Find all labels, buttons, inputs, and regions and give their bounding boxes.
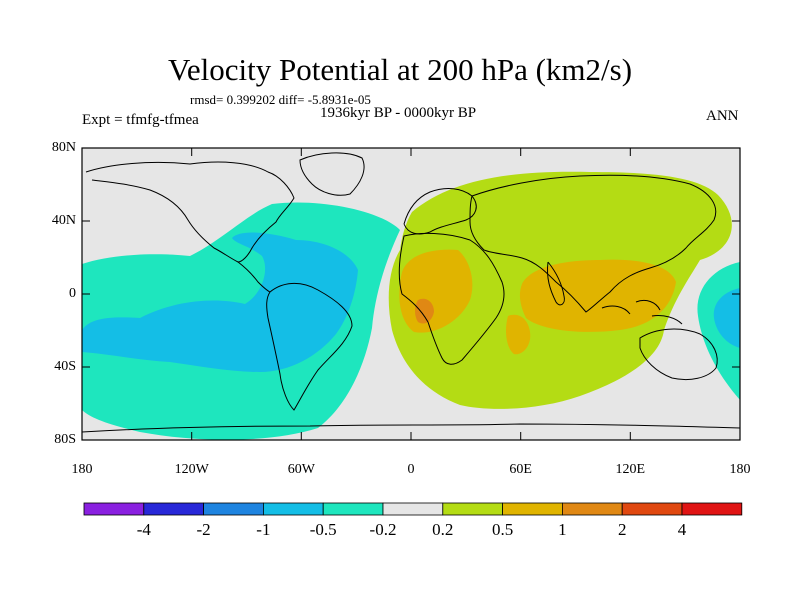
colorbar-label: -2: [196, 520, 211, 539]
colorbar-swatch: [621, 502, 683, 516]
colorbar-label: 2: [617, 520, 627, 539]
experiment-label: Expt = tfmfg-tfmea: [82, 112, 199, 128]
colorbar-label: 0.5: [491, 520, 514, 539]
time-period-label: 1936kyr BP - 0000kyr BP: [320, 105, 477, 121]
y-label-80N: 80N: [51, 140, 76, 155]
positive-mid-region-asia: [519, 259, 676, 332]
colorbar-label: -0.2: [369, 520, 397, 539]
x-label-60W: 60W: [287, 462, 315, 477]
x-label-180-west: 180: [71, 462, 93, 477]
rmsd-diff-stats: rmsd= 0.399202 diff= -5.8931e-05: [190, 92, 371, 107]
y-ticks: [82, 147, 740, 441]
colorbar-swatch: [262, 502, 324, 516]
coastlines: [82, 152, 740, 433]
y-label-0: 0: [69, 286, 76, 301]
negative-mid-region: [82, 232, 358, 372]
positive-mid-region-madagascar: [506, 314, 531, 355]
colorbar-swatch: [143, 502, 205, 516]
colorbar-swatch: [203, 502, 264, 516]
colorbar-label: -0.5: [309, 520, 337, 539]
x-label-180-east: 180: [729, 462, 751, 477]
colorbar-label: 0.2: [432, 520, 454, 539]
colorbar-swatch: [502, 502, 563, 516]
colorbar-swatch: [83, 502, 145, 516]
colorbar-swatch: [681, 502, 743, 516]
x-label-120W: 120W: [174, 462, 209, 477]
colorbar-label: -1: [256, 520, 271, 539]
colorbar-swatch: [562, 502, 623, 516]
x-label-120E: 120E: [615, 462, 646, 477]
x-label-0: 0: [407, 462, 415, 477]
chart-title: Velocity Potential at 200 hPa (km2/s): [167, 52, 633, 87]
colorbar-swatch: [322, 502, 384, 516]
colorbar-label: -4: [136, 520, 151, 539]
x-label-60E: 60E: [509, 462, 532, 477]
y-label-40N: 40N: [51, 213, 76, 228]
colorbar-label: 4: [677, 520, 687, 539]
colorbar-swatch: [442, 502, 503, 516]
colorbar-label: 1: [558, 520, 567, 539]
y-label-80S: 80S: [54, 432, 76, 447]
x-ticks: [81, 148, 741, 440]
contour-fill-layer: [82, 148, 740, 440]
negative-mid-region-east: [713, 288, 740, 348]
season-label: ANN: [706, 108, 739, 124]
colorbar: [83, 502, 743, 516]
positive-strong-region: [415, 298, 434, 324]
colorbar-swatch: [382, 502, 444, 516]
y-label-40S: 40S: [54, 359, 76, 374]
